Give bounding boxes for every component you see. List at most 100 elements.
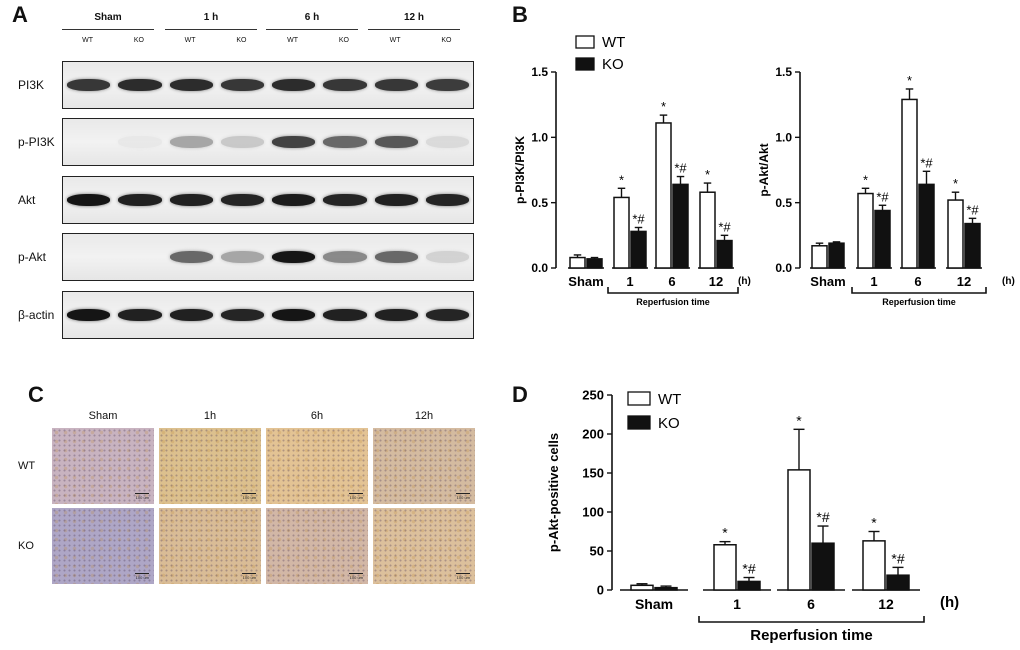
bar-ko [654,586,678,591]
x-axis-label: Reperfusion time [750,627,873,644]
blot-group-line [62,29,154,30]
blot-band [272,309,316,321]
blot-band [169,194,213,206]
histology-image: 100 um [52,508,154,584]
significance-label: * [705,167,710,182]
x-tick-label: 6 [914,274,921,289]
significance-label: * [953,176,958,191]
significance-label: *# [891,550,904,566]
blot-band [118,79,162,91]
scale-label: 100 um [242,575,256,580]
legend-swatch [627,391,651,406]
blot-strip [62,176,474,224]
blot-band [169,251,213,263]
significance-label: * [722,525,728,541]
blot-band [425,79,469,91]
significance-label: * [907,73,912,88]
blot-band [374,309,418,321]
blot-band [118,309,162,321]
x-unit-label: (h) [1002,276,1015,287]
legend-label: WT [602,34,625,51]
blot-band [220,194,264,206]
bar-wt [862,540,886,591]
y-tick-label: 0 [597,583,604,598]
chart-p-pi3k: 0.0 0.5 1.0 1.5 p-PI3K/PI3K Sham 1 6 12 (h) Reperf… [513,34,751,307]
bar-wt [857,192,874,269]
scale-label: 100 um [135,575,149,580]
y-tick-label: 1.5 [531,65,548,79]
scale-bar [242,573,256,574]
blot-group-label: Sham [94,12,122,23]
blot-lane-label: WT [82,37,94,44]
bar-ko [586,258,603,269]
blot-strip [62,291,474,339]
blot-band [169,79,213,91]
scale-bar [135,573,149,574]
blot-band [323,194,367,206]
blot-group-label: 12 h [403,12,424,23]
y-tick-label: 50 [590,544,604,559]
blot-band [220,251,264,263]
reperfusion-bracket [851,287,987,294]
blot-band [323,309,367,321]
x-tick-label: 1 [733,596,741,612]
bar-wt [699,191,716,269]
histology-column-label: 6h [310,410,324,422]
bar-wt [787,469,811,591]
blot-band [374,194,418,206]
histology-row-label: KO [18,540,34,552]
scale-bar [242,493,256,494]
scale-bar [135,493,149,494]
blot-row-label: PI3K [18,78,45,92]
significance-label: *# [920,155,933,170]
blot-row-label: β-actin [18,308,55,322]
bar-ko [737,580,761,591]
y-tick-label: 0.5 [531,196,548,210]
blot-band [118,194,162,206]
blot-row-label: p-Akt [18,250,47,264]
significance-label: * [871,515,877,531]
blot-band [374,251,418,263]
significance-label: *# [966,202,979,217]
blot-band [425,194,469,206]
legend-swatch [575,35,595,49]
blot-lane-label: WT [389,37,401,44]
bar-ko [630,230,647,269]
blot-row-label: p-PI3K [18,135,55,149]
blot-band [272,136,316,148]
scale-bar [349,493,363,494]
significance-label: *# [674,161,687,176]
bar-wt [569,256,586,269]
blot-band [67,194,111,206]
significance-label: *# [742,561,755,577]
y-tick-label: 0.0 [531,261,548,275]
blot-band [169,309,213,321]
x-tick-label: 1 [870,274,877,289]
y-axis-label: p-Akt/Akt [757,143,771,196]
x-tick-label: 1 [626,274,633,289]
blot-band [425,309,469,321]
blot-group-label: 6 h [304,12,320,23]
bar-wt [947,199,964,269]
histology-column-label: 12h [414,410,434,422]
panel-d-letter: D [512,382,528,407]
significance-label: *# [718,219,731,234]
panel-a-letter: A [12,2,28,27]
y-tick-label: 0.5 [775,196,792,210]
blot-band [425,251,469,263]
significance-label: * [796,412,802,428]
legend-label: KO [658,415,680,432]
x-tick-label: 12 [878,596,894,612]
blot-lane-label: KO [236,37,247,44]
y-tick-label: 1.5 [775,65,792,79]
bar-ko [964,222,981,269]
blot-strip [62,61,474,109]
histology-image: 100 um [52,428,154,504]
bar-ko [918,183,935,269]
chart-p-akt: 0.0 0.5 1.0 1.5 p-Akt/Akt Sham 1 6 12 (h) Reperfus… [757,65,1015,307]
bar-wt [901,98,918,269]
bar-wt [630,584,654,591]
y-tick-label: 1.0 [775,131,792,145]
significance-label: * [863,172,868,187]
bar-wt [811,245,828,269]
